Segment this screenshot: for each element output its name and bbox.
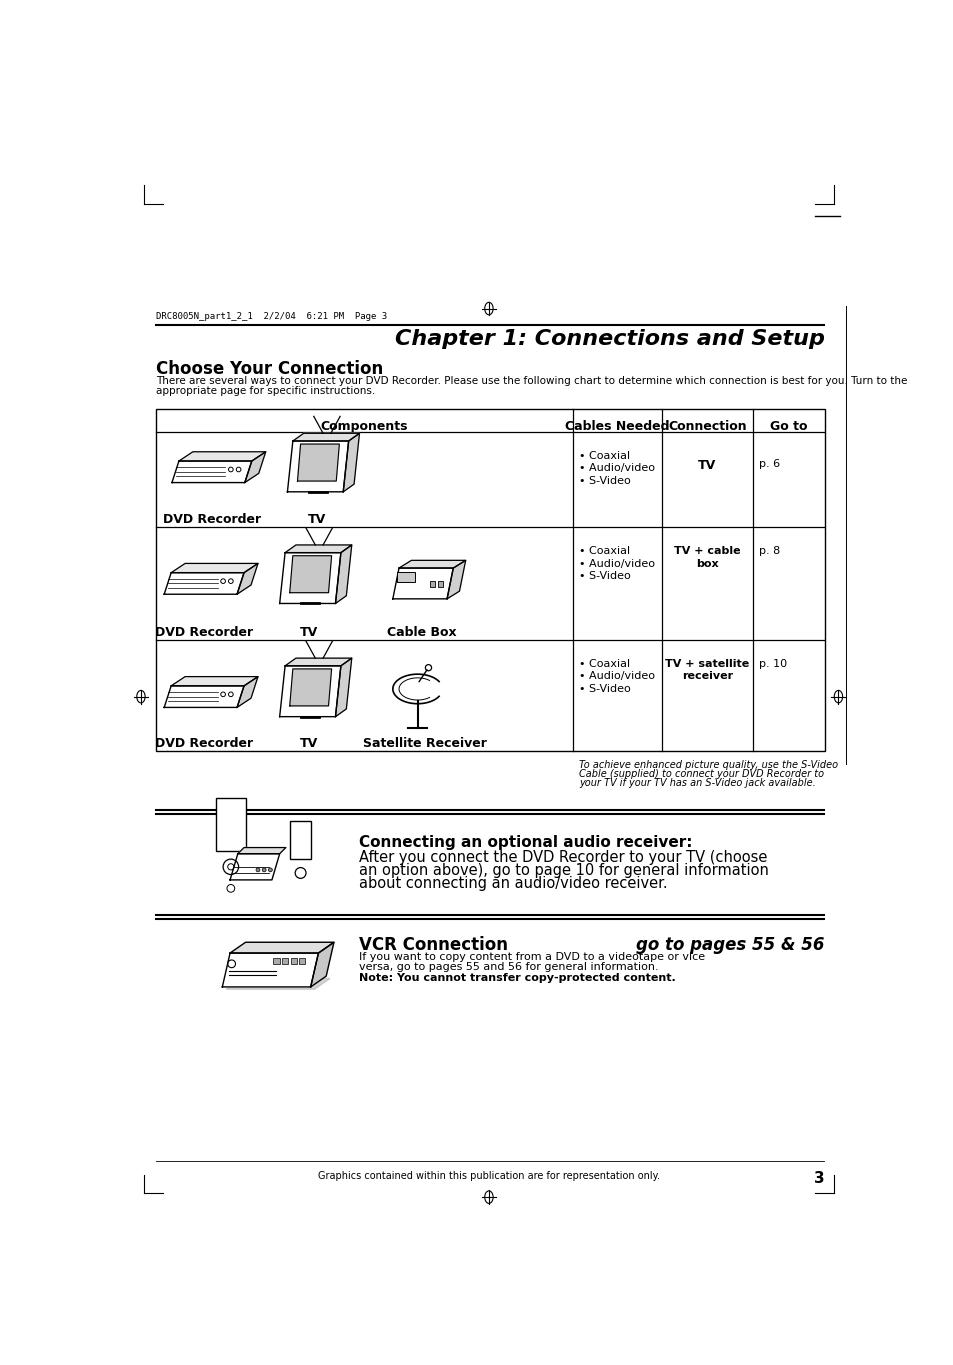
Text: TV + satellite
receiver: TV + satellite receiver [664,659,749,681]
Polygon shape [393,568,453,599]
Text: appropriate page for specific instructions.: appropriate page for specific instructio… [156,385,375,396]
Bar [298,958,305,964]
Text: • Audio/video: • Audio/video [578,558,654,569]
Polygon shape [311,942,334,987]
Polygon shape [171,564,257,573]
Text: DVD Recorder: DVD Recorder [155,625,253,639]
Text: Graphics contained within this publication are for representation only.: Graphics contained within this publicati… [317,1171,659,1181]
Bar [156,408,823,751]
Text: p. 10: p. 10 [759,659,786,669]
Text: an option above), go to page 10 for general information: an option above), go to page 10 for gene… [359,863,768,878]
Text: Note: You cannot transfer copy-protected content.: Note: You cannot transfer copy-protected… [359,973,676,983]
Text: about connecting an audio/video receiver.: about connecting an audio/video receiver… [359,876,667,891]
Text: TV: TV [308,513,326,527]
Polygon shape [164,685,244,707]
Bar [430,581,435,587]
Polygon shape [343,433,359,491]
Text: Choose Your Connection: Choose Your Connection [156,360,383,378]
Text: Cable Box: Cable Box [386,625,456,639]
Text: TV: TV [299,737,318,749]
Bar [397,572,415,581]
Text: Components: Components [320,420,408,433]
Text: Cable (supplied) to connect your DVD Recorder to: Cable (supplied) to connect your DVD Rec… [578,768,823,779]
Text: go to pages 55 & 56: go to pages 55 & 56 [636,936,823,954]
Text: your TV if your TV has an S-Video jack available.: your TV if your TV has an S-Video jack a… [578,778,815,788]
Text: • S-Video: • S-Video [578,684,630,693]
Text: Connection: Connection [667,420,746,433]
Polygon shape [335,658,352,717]
Text: DVD Recorder: DVD Recorder [163,513,261,527]
Text: versa, go to pages 55 and 56 for general information.: versa, go to pages 55 and 56 for general… [359,962,659,972]
Polygon shape [226,979,330,990]
Polygon shape [172,461,252,483]
Polygon shape [164,573,244,594]
Polygon shape [297,444,339,480]
Circle shape [255,868,259,872]
Polygon shape [287,441,348,491]
Text: DVD Recorder: DVD Recorder [155,737,253,749]
Text: • Coaxial: • Coaxial [578,450,629,461]
Text: Cables Needed: Cables Needed [564,420,668,433]
Text: Go to: Go to [769,420,807,433]
Polygon shape [236,677,257,707]
Polygon shape [237,848,286,853]
Polygon shape [230,853,279,880]
Bar [437,581,443,587]
Polygon shape [279,666,340,717]
Text: If you want to copy content from a DVD to a videotape or vice: If you want to copy content from a DVD t… [359,951,705,961]
Bar [291,958,296,964]
Text: To achieve enhanced picture quality, use the S-Video: To achieve enhanced picture quality, use… [578,760,837,770]
Polygon shape [398,561,465,568]
Text: VCR Connection: VCR Connection [359,936,508,954]
Polygon shape [279,553,340,603]
Text: p. 8: p. 8 [759,546,780,557]
Polygon shape [335,545,352,603]
Bar [282,958,288,964]
Text: There are several ways to connect your DVD Recorder. Please use the following ch: There are several ways to connect your D… [156,375,907,385]
Bar [216,797,245,852]
Text: DRC8005N_part1_2_1  2/2/04  6:21 PM  Page 3: DRC8005N_part1_2_1 2/2/04 6:21 PM Page 3 [156,313,387,321]
Text: • S-Video: • S-Video [578,571,630,581]
Polygon shape [222,953,318,987]
Text: 3: 3 [813,1171,823,1186]
Text: • Coaxial: • Coaxial [578,659,629,669]
Polygon shape [230,942,334,953]
Bar [290,820,311,859]
Text: Satellite Receiver: Satellite Receiver [363,737,487,749]
Circle shape [262,868,266,872]
Text: p. 6: p. 6 [759,459,780,468]
Polygon shape [245,452,266,483]
Polygon shape [290,556,332,592]
Polygon shape [290,669,332,706]
Polygon shape [285,658,352,666]
Text: Chapter 1: Connections and Setup: Chapter 1: Connections and Setup [395,329,823,349]
Polygon shape [236,564,257,594]
Polygon shape [179,452,266,461]
Text: TV: TV [299,625,318,639]
Polygon shape [285,545,352,553]
Polygon shape [293,433,359,441]
Polygon shape [447,561,465,599]
Text: Connecting an optional audio receiver:: Connecting an optional audio receiver: [359,835,692,850]
Bar [274,958,279,964]
Circle shape [268,868,272,872]
Text: TV + cable
box: TV + cable box [674,546,740,569]
Text: After you connect the DVD Recorder to your TV (choose: After you connect the DVD Recorder to yo… [359,850,767,865]
Text: • S-Video: • S-Video [578,475,630,486]
Polygon shape [171,677,257,685]
Text: TV: TV [698,459,716,472]
Text: • Audio/video: • Audio/video [578,672,654,681]
Text: • Coaxial: • Coaxial [578,546,629,557]
Text: • Audio/video: • Audio/video [578,463,654,474]
